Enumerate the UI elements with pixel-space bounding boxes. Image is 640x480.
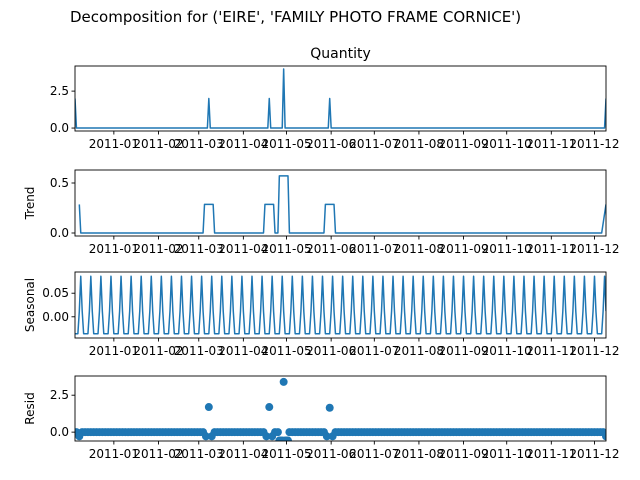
x-tick-label: 2011-12 bbox=[569, 344, 619, 358]
x-tick-label: 2011-04 bbox=[218, 447, 268, 461]
x-tick-label: 2011-02 bbox=[133, 137, 183, 151]
x-tick-label: 2011-12 bbox=[569, 242, 619, 256]
seasonal-series-line bbox=[75, 275, 606, 335]
axes-frame bbox=[74, 375, 607, 442]
x-tick-label: 2011-07 bbox=[349, 242, 399, 256]
panel-4: 0.02.52011-012011-022011-032011-042011-0… bbox=[23, 375, 620, 461]
x-tick-label: 2011-11 bbox=[526, 344, 576, 358]
resid-point bbox=[207, 432, 216, 441]
resid-points bbox=[75, 377, 606, 441]
x-tick-label: 2011-03 bbox=[174, 447, 224, 461]
x-tick-label: 2011-08 bbox=[394, 137, 444, 151]
x-tick-label: 2011-02 bbox=[133, 447, 183, 461]
panel-3: 0.000.052011-012011-022011-032011-042011… bbox=[23, 271, 620, 358]
y-tick-label: 0.5 bbox=[50, 176, 69, 190]
resid-point bbox=[262, 432, 271, 441]
y-tick-label: 2.5 bbox=[50, 388, 69, 402]
x-tick-label: 2011-04 bbox=[218, 137, 268, 151]
x-tick-label: 2011-10 bbox=[482, 242, 532, 256]
x-tick-label: 2011-06 bbox=[306, 242, 356, 256]
resid-point bbox=[268, 432, 277, 441]
x-tick-label: 2011-12 bbox=[569, 137, 619, 151]
x-tick-label: 2011-07 bbox=[349, 447, 399, 461]
x-tick-label: 2011-06 bbox=[306, 447, 356, 461]
x-tick-label: 2011-05 bbox=[261, 344, 311, 358]
trend-series-line bbox=[78, 175, 606, 234]
x-tick-label: 2011-09 bbox=[438, 242, 488, 256]
y-axis-label: Seasonal bbox=[23, 278, 37, 332]
x-tick-label: 2011-03 bbox=[174, 137, 224, 151]
resid-point bbox=[328, 432, 337, 441]
panel-2: 0.00.52011-012011-022011-032011-042011-0… bbox=[23, 169, 620, 256]
x-tick-label: 2011-11 bbox=[526, 242, 576, 256]
x-tick-label: 2011-09 bbox=[438, 137, 488, 151]
axes-frame bbox=[74, 271, 607, 339]
x-tick-label: 2011-05 bbox=[261, 137, 311, 151]
x-tick-label: 2011-06 bbox=[306, 344, 356, 358]
figure-suptitle: Decomposition for ('EIRE', 'FAMILY PHOTO… bbox=[70, 8, 521, 26]
quantity-series-line bbox=[75, 68, 606, 129]
x-tick-label: 2011-11 bbox=[526, 137, 576, 151]
x-tick-label: 2011-08 bbox=[394, 242, 444, 256]
x-tick-label: 2011-10 bbox=[482, 137, 532, 151]
x-tick-label: 2011-08 bbox=[394, 344, 444, 358]
y-tick-label: 0.0 bbox=[50, 425, 69, 439]
x-tick-label: 2011-05 bbox=[261, 447, 311, 461]
y-tick-label: 0.00 bbox=[42, 310, 69, 324]
resid-point bbox=[75, 432, 84, 441]
x-tick-label: 2011-12 bbox=[569, 447, 619, 461]
x-tick-label: 2011-01 bbox=[89, 447, 139, 461]
resid-point bbox=[273, 428, 282, 437]
x-tick-label: 2011-08 bbox=[394, 447, 444, 461]
x-tick-label: 2011-07 bbox=[349, 137, 399, 151]
panel-1: 0.02.52011-012011-022011-032011-042011-0… bbox=[50, 46, 620, 151]
resid-point bbox=[279, 377, 288, 386]
x-tick-label: 2011-06 bbox=[306, 137, 356, 151]
x-tick-label: 2011-03 bbox=[174, 344, 224, 358]
x-tick-label: 2011-01 bbox=[89, 137, 139, 151]
resid-point bbox=[201, 432, 210, 441]
y-tick-label: 0.05 bbox=[42, 286, 69, 300]
x-tick-label: 2011-05 bbox=[261, 242, 311, 256]
resid-point bbox=[325, 403, 334, 412]
x-tick-label: 2011-03 bbox=[174, 242, 224, 256]
axes-frame bbox=[74, 65, 607, 132]
resid-point bbox=[204, 403, 213, 412]
x-tick-label: 2011-11 bbox=[526, 447, 576, 461]
y-axis-label: Trend bbox=[23, 187, 37, 221]
y-tick-label: 0.0 bbox=[50, 121, 69, 135]
panel-title: Quantity bbox=[310, 46, 371, 62]
x-tick-label: 2011-04 bbox=[218, 344, 268, 358]
x-tick-label: 2011-01 bbox=[89, 344, 139, 358]
x-tick-label: 2011-09 bbox=[438, 344, 488, 358]
resid-point bbox=[283, 436, 292, 441]
y-tick-label: 2.5 bbox=[50, 84, 69, 98]
x-tick-label: 2011-07 bbox=[349, 344, 399, 358]
x-tick-label: 2011-01 bbox=[89, 242, 139, 256]
y-axis-label: Resid bbox=[23, 392, 37, 424]
resid-point bbox=[322, 432, 331, 441]
axes-frame bbox=[74, 169, 607, 237]
x-tick-label: 2011-04 bbox=[218, 242, 268, 256]
x-tick-label: 2011-02 bbox=[133, 242, 183, 256]
y-tick-label: 0.0 bbox=[50, 226, 69, 240]
x-tick-label: 2011-10 bbox=[482, 447, 532, 461]
x-tick-label: 2011-10 bbox=[482, 344, 532, 358]
x-tick-label: 2011-02 bbox=[133, 344, 183, 358]
x-tick-label: 2011-09 bbox=[438, 447, 488, 461]
resid-point bbox=[602, 432, 606, 441]
resid-point bbox=[265, 403, 274, 412]
